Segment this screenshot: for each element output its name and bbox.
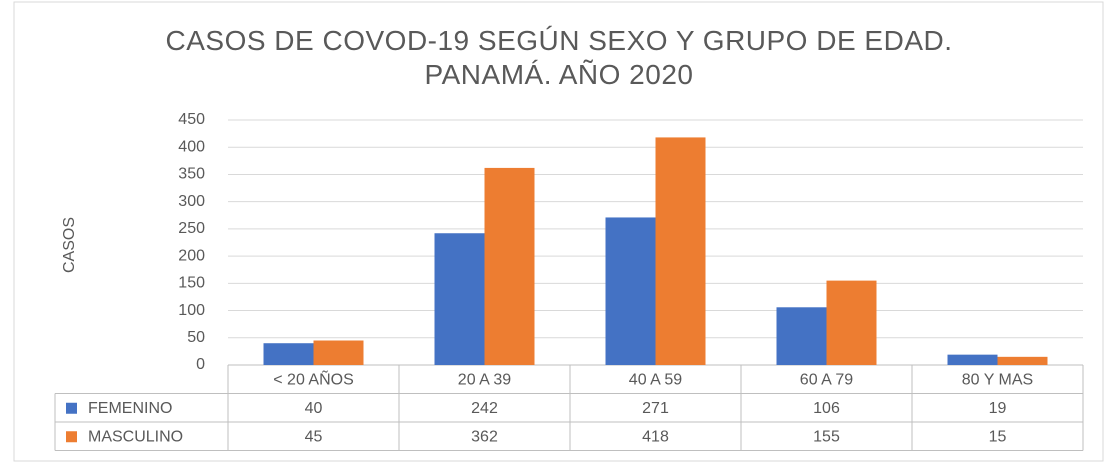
bar <box>826 280 877 365</box>
bar <box>313 340 364 365</box>
table-value: 106 <box>813 400 840 417</box>
y-tick-label: 450 <box>178 111 205 128</box>
table-value: 19 <box>989 400 1007 417</box>
bar <box>655 137 706 365</box>
y-tick-label: 400 <box>178 138 205 155</box>
y-tick-label: 300 <box>178 193 205 210</box>
y-tick-label: 200 <box>178 247 205 264</box>
x-tick-label: 20 A 39 <box>458 371 511 388</box>
bar <box>263 343 314 365</box>
x-tick-label: 40 A 59 <box>629 371 682 388</box>
table-value: 271 <box>642 400 669 417</box>
bar <box>484 167 535 365</box>
bar <box>947 354 998 365</box>
y-axis-label: CASOS <box>61 217 78 273</box>
y-tick-label: 50 <box>187 329 205 346</box>
table-value: 40 <box>305 400 323 417</box>
legend-key <box>66 431 77 443</box>
y-tick-label: 0 <box>196 356 205 373</box>
y-tick-label: 150 <box>178 275 205 292</box>
chart-border <box>13 1 1104 462</box>
bar <box>605 217 656 365</box>
bar <box>776 307 827 365</box>
table-value: 45 <box>305 428 323 445</box>
chart-title: CASOS DE COVOD-19 SEGÚN SEXO Y GRUPO DE … <box>165 25 953 90</box>
y-tick-label: 350 <box>178 166 205 183</box>
x-tick-label: 60 A 79 <box>800 371 853 388</box>
x-tick-label: 80 Y MAS <box>962 371 1033 388</box>
table-value: 155 <box>813 428 840 445</box>
bar <box>434 233 485 365</box>
table-value: 15 <box>989 428 1007 445</box>
table-value: 362 <box>471 428 498 445</box>
x-tick-label: < 20 AÑOS <box>273 368 354 388</box>
table-value: 242 <box>471 400 498 417</box>
y-tick-label: 250 <box>178 220 205 237</box>
legend-label: FEMENINO <box>88 400 172 417</box>
table-value: 418 <box>642 428 669 445</box>
legend-label: MASCULINO <box>88 428 183 445</box>
legend-key <box>66 402 77 414</box>
bar <box>997 356 1048 365</box>
y-tick-label: 100 <box>178 302 205 319</box>
